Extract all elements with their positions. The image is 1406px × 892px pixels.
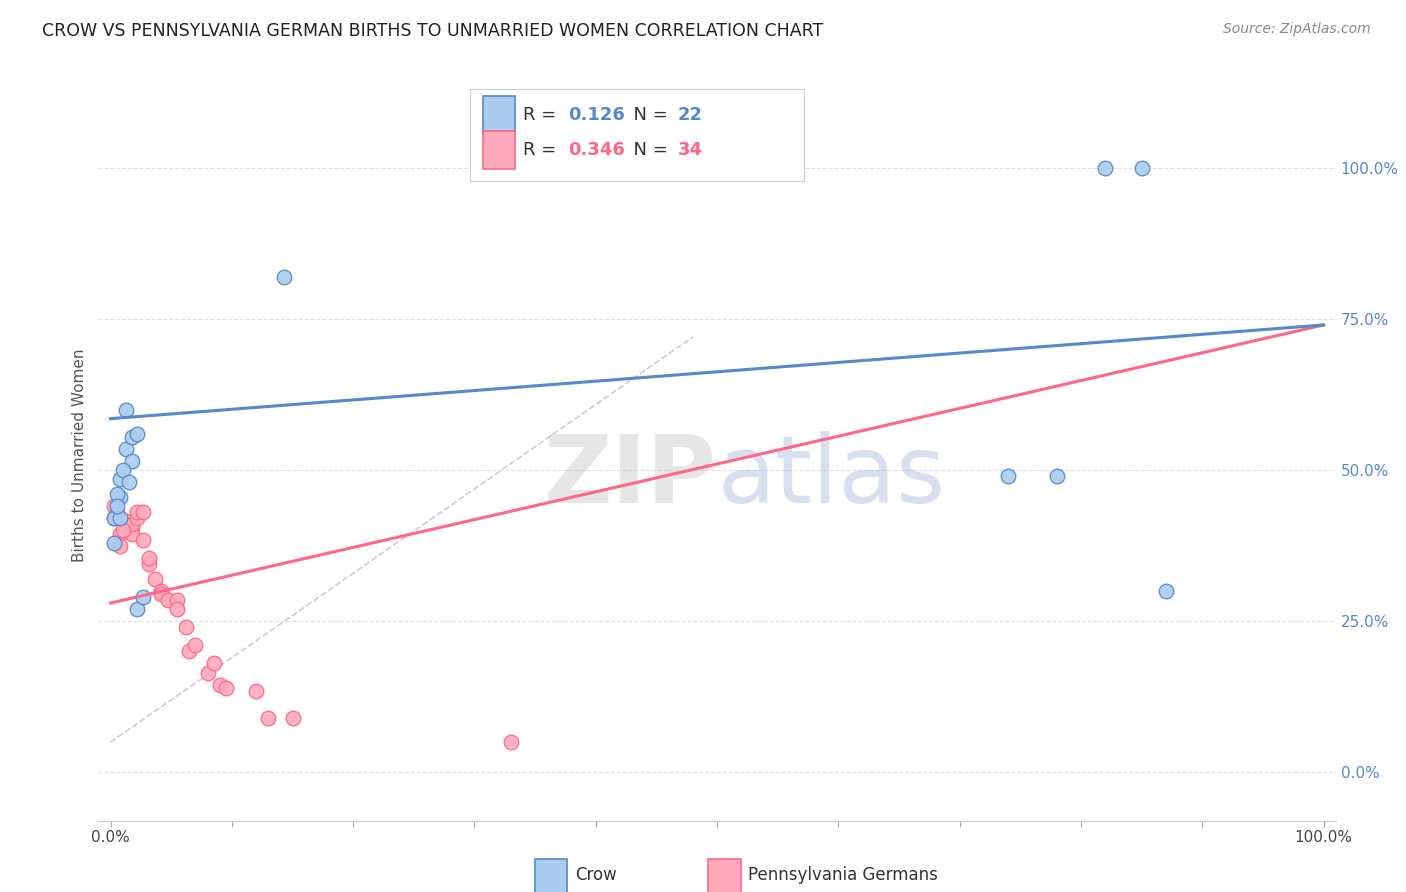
Point <box>110 539 132 553</box>
Point <box>174 620 197 634</box>
Point <box>138 550 160 565</box>
Y-axis label: Births to Unmarried Women: Births to Unmarried Women <box>72 348 87 562</box>
Point <box>273 269 295 284</box>
Text: 0.346: 0.346 <box>568 141 626 159</box>
Point <box>127 511 149 525</box>
Text: Source: ZipAtlas.com: Source: ZipAtlas.com <box>1223 22 1371 37</box>
Point <box>150 583 173 598</box>
Point <box>110 472 132 486</box>
Text: 22: 22 <box>678 106 703 124</box>
Point <box>208 678 231 692</box>
Point <box>105 505 128 519</box>
Text: 100.0%: 100.0% <box>1295 830 1353 845</box>
Point <box>103 500 125 514</box>
Point <box>110 511 132 525</box>
Point <box>127 602 149 616</box>
Point <box>202 657 225 671</box>
Point <box>145 572 167 586</box>
Point <box>132 505 155 519</box>
FancyBboxPatch shape <box>709 859 741 892</box>
Text: N =: N = <box>621 141 673 159</box>
Point <box>103 511 125 525</box>
Point <box>111 524 134 538</box>
Point <box>138 557 160 571</box>
Point <box>127 426 149 441</box>
Point <box>103 535 125 549</box>
Point <box>150 587 173 601</box>
Text: ZIP: ZIP <box>544 431 717 523</box>
Point <box>110 526 132 541</box>
Point <box>166 602 188 616</box>
Point <box>1046 469 1069 483</box>
Text: CROW VS PENNSYLVANIA GERMAN BIRTHS TO UNMARRIED WOMEN CORRELATION CHART: CROW VS PENNSYLVANIA GERMAN BIRTHS TO UN… <box>42 22 824 40</box>
Point <box>121 430 143 444</box>
Point <box>132 590 155 604</box>
Point <box>156 593 179 607</box>
FancyBboxPatch shape <box>484 95 516 134</box>
Point <box>132 533 155 547</box>
Point <box>197 665 219 680</box>
Point <box>215 681 238 695</box>
Text: 0.0%: 0.0% <box>91 830 129 845</box>
Point <box>115 515 138 529</box>
Point <box>179 644 201 658</box>
FancyBboxPatch shape <box>470 89 804 180</box>
Text: R =: R = <box>523 141 562 159</box>
FancyBboxPatch shape <box>484 131 516 169</box>
Point <box>105 487 128 501</box>
Point <box>111 463 134 477</box>
Text: atlas: atlas <box>717 431 945 523</box>
Point <box>121 526 143 541</box>
Point <box>257 711 280 725</box>
Point <box>115 520 138 534</box>
Point <box>121 517 143 532</box>
Point <box>115 442 138 456</box>
Text: Pennsylvania Germans: Pennsylvania Germans <box>748 866 938 885</box>
Text: 0.126: 0.126 <box>568 106 626 124</box>
Text: N =: N = <box>621 106 673 124</box>
Point <box>1154 583 1177 598</box>
Point <box>1130 161 1153 175</box>
Point <box>281 711 304 725</box>
Point <box>105 500 128 514</box>
Point <box>184 638 207 652</box>
Point <box>997 469 1019 483</box>
Point <box>127 505 149 519</box>
Point <box>1094 161 1116 175</box>
Point <box>499 735 522 749</box>
Point <box>121 454 143 468</box>
Point <box>115 402 138 417</box>
FancyBboxPatch shape <box>536 859 568 892</box>
Point <box>121 520 143 534</box>
Point <box>103 511 125 525</box>
Text: Crow: Crow <box>575 866 616 885</box>
Text: R =: R = <box>523 106 562 124</box>
Point <box>166 593 188 607</box>
Text: 34: 34 <box>678 141 703 159</box>
Point <box>118 475 141 489</box>
Point <box>110 490 132 504</box>
Point <box>245 683 267 698</box>
